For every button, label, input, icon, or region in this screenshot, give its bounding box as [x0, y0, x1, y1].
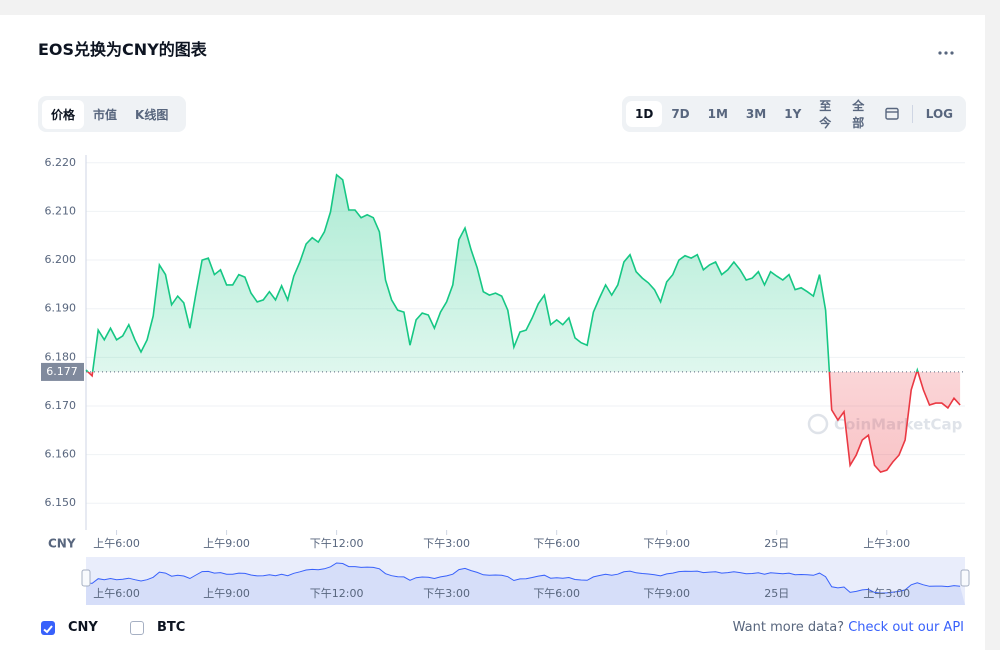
range-button[interactable]: 全部: [852, 99, 865, 130]
navigator-tick-label: 上午6:00: [93, 587, 140, 600]
separator: [912, 105, 913, 123]
y-tick-label: 6.170: [45, 399, 77, 412]
footer: Want more data? Check out our API: [733, 620, 964, 635]
navigator-line: [85, 562, 961, 594]
footer-text: Want more data?: [732, 620, 845, 635]
tab[interactable]: 价格: [42, 99, 85, 129]
navigator-tick-label: 下午6:00: [533, 587, 580, 600]
area-below: [88, 371, 961, 473]
y-tick-label: 6.180: [45, 350, 77, 363]
reference-badge: [41, 362, 84, 381]
range-button[interactable]: 1D: [626, 101, 663, 127]
reference-label: 6.177: [46, 365, 78, 378]
y-tick-label: 6.150: [45, 496, 77, 509]
x-tick-label: 下午12:00: [310, 537, 364, 550]
y-tick-label: 6.210: [45, 204, 77, 217]
handle: [81, 569, 91, 587]
range-button[interactable]: 7D: [671, 107, 690, 121]
calendar-button[interactable]: [876, 100, 908, 129]
y-tick-label: 6.160: [45, 448, 77, 461]
x-tick-label: 25日: [764, 537, 789, 550]
calendar-icon: [885, 107, 899, 120]
x-tick-label: 上午9:00: [203, 537, 250, 550]
area-above: [86, 174, 961, 372]
chart-title: EOS兑换为CNY的图表: [38, 40, 207, 59]
navigator-handle[interactable]: [960, 569, 970, 587]
navigator-tick-label: 下午3:00: [423, 587, 470, 600]
navigator-handle[interactable]: [81, 569, 91, 587]
legend-label: CNY: [68, 620, 98, 635]
range-button[interactable]: 1M: [707, 107, 728, 121]
handle: [960, 569, 970, 587]
navigator-area: [86, 563, 965, 605]
tab[interactable]: K线图: [135, 107, 169, 122]
navigator-tick-label: 25日: [764, 587, 789, 600]
range-button[interactable]: LOG: [925, 107, 954, 121]
tab-group: 价格 市值 K线图: [38, 96, 186, 132]
range-group: 1D 7D 1M 3M 1Y 至今 全部 LOG: [622, 96, 966, 132]
navigator-tick-label: 下午9:00: [643, 587, 690, 600]
navigator-tick-label: 上午9:00: [203, 587, 250, 600]
checkbox[interactable]: [130, 621, 144, 635]
tab[interactable]: 市值: [93, 107, 118, 122]
x-tick-label: 下午6:00: [533, 537, 580, 550]
legend-label: BTC: [157, 620, 186, 635]
x-tick-label: 下午9:00: [643, 537, 690, 550]
range-button[interactable]: 1Y: [784, 107, 802, 121]
more-menu[interactable]: [938, 51, 954, 55]
checkbox[interactable]: [41, 621, 55, 635]
y-axis-label: CNY: [48, 537, 76, 551]
range-button[interactable]: 3M: [745, 107, 767, 121]
navigator-tick-label: 上午3:00: [863, 587, 910, 600]
y-tick-label: 6.200: [45, 253, 77, 266]
navigator-tick-label: 下午12:00: [310, 587, 364, 600]
range-button[interactable]: 至今: [819, 99, 832, 130]
api-link[interactable]: Check out our API: [848, 620, 964, 635]
x-tick-label: 上午3:00: [863, 537, 910, 550]
y-tick-label: 6.220: [45, 156, 77, 169]
x-tick-label: 上午6:00: [93, 537, 140, 550]
y-tick-label: 6.190: [45, 302, 77, 315]
watermark-logo: [807, 413, 829, 435]
price-line: [85, 173, 919, 372]
x-tick-label: 下午3:00: [423, 537, 470, 550]
check-icon: [43, 625, 53, 634]
